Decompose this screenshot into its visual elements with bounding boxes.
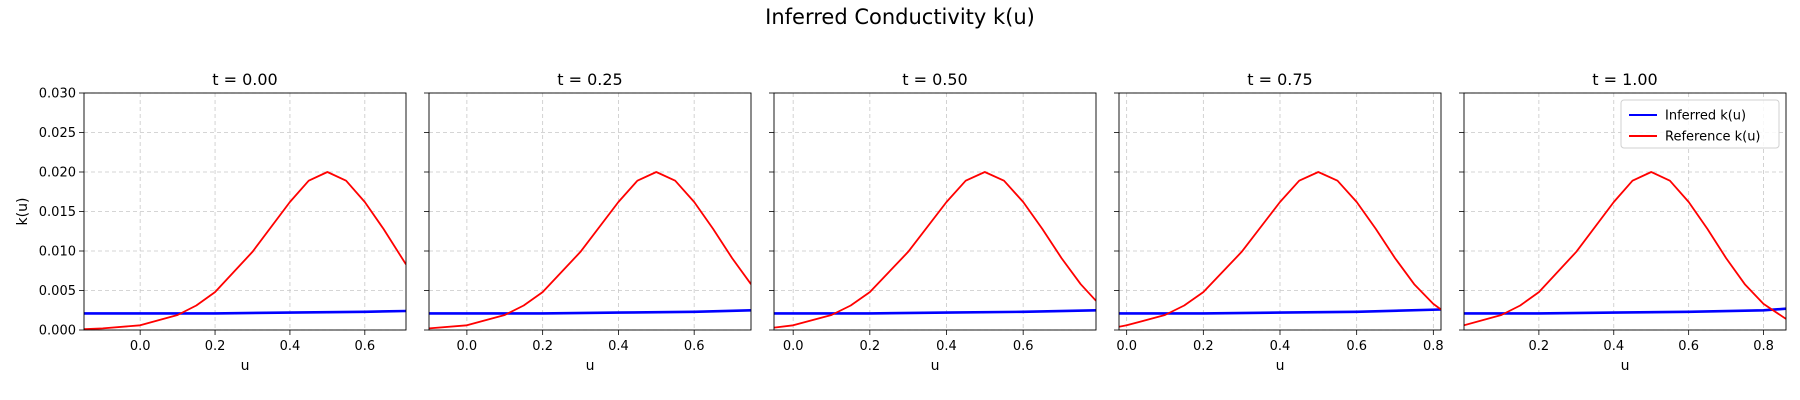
- x-tick-label: 0.0: [457, 339, 478, 354]
- x-tick-label: 0.6: [354, 339, 375, 354]
- figure-title: Inferred Conductivity k(u): [765, 5, 1035, 29]
- x-tick-label: 0.4: [280, 339, 301, 354]
- legend-box: [1620, 99, 1780, 149]
- subplot-title: t = 0.25: [557, 70, 622, 89]
- inferred-series-line: [429, 309, 751, 315]
- x-tick-label: 0.4: [936, 339, 957, 354]
- inferred-series-line: [774, 309, 1096, 315]
- x-tick-label: 0.6: [1346, 339, 1367, 354]
- x-axis-label: u: [586, 358, 595, 374]
- x-axis-label: u: [1276, 358, 1285, 374]
- reference-series-line: [774, 171, 1096, 329]
- y-tick-label: 0.000: [39, 324, 76, 339]
- x-tick-label: 0.0: [783, 339, 804, 354]
- reference-series-line: [1119, 171, 1441, 328]
- reference-series-line: [84, 171, 406, 330]
- axes-frame: [83, 92, 407, 331]
- subplot-3: 0.0 0.2 0.4 0.6 t = 0.50 u: [769, 70, 1097, 374]
- x-tick-label: 0.6: [1013, 339, 1034, 354]
- inferred-series-line: [84, 309, 406, 315]
- subplot-1: 0.000 0.005 0.010 0.015 0.020 0.025 0.030 0.0 0.…: [15, 70, 407, 374]
- axes-frame: [1118, 92, 1442, 331]
- legend: Inferred k(u) Reference k(u): [1620, 99, 1780, 149]
- subplot-4: 0.0 0.2 0.4 0.6 0.8 t = 0.75 u: [1114, 70, 1444, 374]
- inferred-series-line: [1464, 307, 1786, 315]
- subplot-title: t = 1.00: [1592, 70, 1657, 89]
- reference-series-line: [1464, 171, 1786, 327]
- x-tick-label: 0.2: [532, 339, 553, 354]
- x-tick-label: 0.4: [1603, 339, 1624, 354]
- legend-label: Inferred k(u): [1665, 109, 1746, 124]
- subplot-title: t = 0.75: [1247, 70, 1312, 89]
- y-tick-label: 0.010: [39, 245, 76, 260]
- x-tick-label: 0.4: [1270, 339, 1291, 354]
- x-tick-label: 0.2: [1529, 339, 1550, 354]
- x-tick-label: 0.0: [130, 339, 151, 354]
- x-tick-label: 0.2: [205, 339, 226, 354]
- y-tick-label: 0.005: [39, 284, 76, 299]
- x-axis-label: u: [931, 358, 940, 374]
- x-tick-label: 0.6: [684, 339, 705, 354]
- y-tick-label: 0.030: [39, 87, 76, 102]
- x-tick-label: 0.2: [859, 339, 880, 354]
- x-tick-label: 0.8: [1753, 339, 1774, 354]
- x-tick-label: 0.2: [1193, 339, 1214, 354]
- x-tick-label: 0.4: [608, 339, 629, 354]
- subplot-title: t = 0.00: [212, 70, 277, 89]
- x-axis-label: u: [1621, 358, 1630, 374]
- x-tick-label: 0.8: [1423, 339, 1444, 354]
- inferred-series-line: [1119, 308, 1441, 315]
- reference-series-line: [429, 171, 751, 330]
- axes-frame: [773, 92, 1097, 331]
- y-tick-label: 0.025: [39, 126, 76, 141]
- subplot-5: 0.2 0.4 0.6 0.8 t = 1.00 u Inferred k(u) Refere…: [1459, 70, 1787, 374]
- x-tick-label: 0.6: [1678, 339, 1699, 354]
- y-axis-label: k(u): [15, 198, 31, 226]
- y-tick-label: 0.020: [39, 166, 76, 181]
- x-tick-label: 0.0: [1116, 339, 1137, 354]
- y-tick-label: 0.015: [39, 205, 76, 220]
- subplot-title: t = 0.50: [902, 70, 967, 89]
- legend-label: Reference k(u): [1665, 130, 1761, 145]
- axes-frame: [428, 92, 752, 331]
- subplot-2: 0.0 0.2 0.4 0.6 t = 0.25 u: [424, 70, 752, 374]
- x-axis-label: u: [241, 358, 250, 374]
- axes-frame: [1463, 92, 1787, 331]
